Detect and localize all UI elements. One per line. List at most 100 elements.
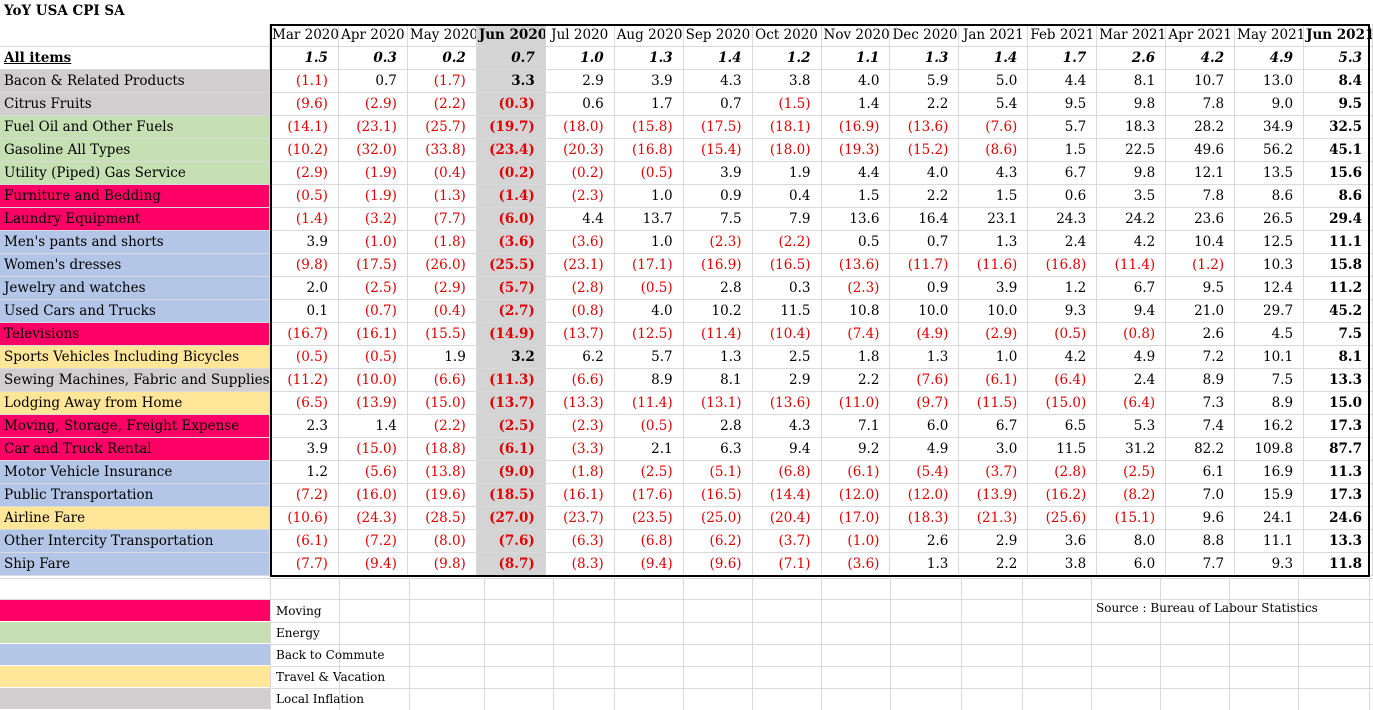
- value-cell: (10.0): [338, 369, 408, 392]
- value-cell: (2.3): [545, 415, 615, 438]
- value-cell: (18.5): [476, 484, 546, 507]
- value-cell: (16.0): [338, 484, 408, 507]
- value-cell: (6.4): [1097, 392, 1167, 415]
- value-cell: (0.5): [270, 346, 339, 369]
- grid-line: [0, 666, 1373, 667]
- value-cell: (18.0): [545, 116, 615, 139]
- value-cell: 9.2: [821, 438, 891, 461]
- grid-line: [1369, 578, 1370, 710]
- value-cell: 4.3: [959, 162, 1029, 185]
- all-items-value: 1.7: [1028, 47, 1098, 70]
- value-cell: (15.0): [1028, 392, 1098, 415]
- value-cell: 11.5: [752, 300, 822, 323]
- table-row: Men's pants and shorts 3.9 (1.0) (1.8) (3.6)…: [0, 231, 1373, 254]
- value-cell: 1.5: [1028, 139, 1098, 162]
- value-cell: 4.0: [614, 300, 684, 323]
- month-header-cell: Mar 2020: [270, 24, 339, 47]
- month-header-cell: Apr 2021: [1166, 24, 1236, 47]
- grid-line: [553, 578, 554, 710]
- value-cell: 4.4: [821, 162, 891, 185]
- value-cell: 2.2: [890, 185, 960, 208]
- all-items-value: 4.2: [1166, 47, 1236, 70]
- value-cell: (16.8): [614, 139, 684, 162]
- row-label: Bacon & Related Products: [0, 70, 270, 93]
- value-cell: (8.0): [407, 530, 477, 553]
- value-cell: (1.0): [338, 231, 408, 254]
- value-cell: 9.8: [1097, 162, 1167, 185]
- value-cell: (0.4): [407, 162, 477, 185]
- value-cell: (1.4): [476, 185, 546, 208]
- value-cell: 29.7: [1235, 300, 1305, 323]
- value-cell: (6.0): [476, 208, 546, 231]
- table-row: Used Cars and Trucks 0.1 (0.7) (0.4) (2.7) (0…: [0, 300, 1373, 323]
- value-cell: (11.3): [476, 369, 546, 392]
- value-cell: (17.5): [338, 254, 408, 277]
- value-cell: (3.7): [752, 530, 822, 553]
- value-cell: 28.2: [1166, 116, 1236, 139]
- grid-line: [821, 578, 822, 710]
- value-cell: 109.8: [1235, 438, 1305, 461]
- all-items-label: All items: [0, 47, 270, 70]
- value-cell: 1.5: [959, 185, 1029, 208]
- value-cell: 2.5: [752, 346, 822, 369]
- value-cell: 11.3: [1304, 461, 1373, 484]
- value-cell: 9.3: [1028, 300, 1098, 323]
- table-row: Gasoline All Types (10.2) (32.0) (33.8) (23.…: [0, 139, 1373, 162]
- all-items-value: 0.2: [407, 47, 477, 70]
- value-cell: (17.0): [821, 507, 891, 530]
- value-cell: 1.3: [959, 231, 1029, 254]
- value-cell: 1.9: [407, 346, 477, 369]
- month-header-cell: Oct 2020: [752, 24, 822, 47]
- value-cell: (0.4): [407, 300, 477, 323]
- value-cell: 7.0: [1166, 484, 1236, 507]
- value-cell: 13.7: [614, 208, 684, 231]
- value-cell: (12.5): [614, 323, 684, 346]
- value-cell: (2.5): [1097, 461, 1167, 484]
- table-row: Ship Fare (7.7) (9.4) (9.8) (8.7) (8.3) (9.4)(…: [0, 553, 1373, 576]
- month-header-cell: Jul 2020: [545, 24, 615, 47]
- value-cell: 3.8: [1028, 553, 1098, 576]
- value-cell: 4.9: [890, 438, 960, 461]
- value-cell: 15.6: [1304, 162, 1373, 185]
- legend-label: Energy: [276, 626, 320, 640]
- value-cell: (9.8): [270, 254, 339, 277]
- row-label: Public Transportation: [0, 484, 270, 507]
- grid-line: [961, 578, 962, 710]
- row-label: Car and Truck Rental: [0, 438, 270, 461]
- value-cell: (13.1): [683, 392, 753, 415]
- value-cell: 7.3: [1166, 392, 1236, 415]
- value-cell: (13.7): [476, 392, 546, 415]
- value-cell: (3.6): [545, 231, 615, 254]
- month-header-cell: Dec 2020: [890, 24, 960, 47]
- value-cell: 8.6: [1304, 185, 1373, 208]
- value-cell: 10.8: [821, 300, 891, 323]
- value-cell: (28.5): [407, 507, 477, 530]
- value-cell: (0.8): [545, 300, 615, 323]
- grid-line: [890, 578, 891, 710]
- value-cell: 11.2: [1304, 277, 1373, 300]
- value-cell: 1.4: [821, 93, 891, 116]
- value-cell: 8.0: [1097, 530, 1167, 553]
- value-cell: (0.5): [338, 346, 408, 369]
- row-label: Men's pants and shorts: [0, 231, 270, 254]
- legend-swatch: [0, 644, 270, 665]
- value-cell: (1.8): [407, 231, 477, 254]
- value-cell: (23.4): [476, 139, 546, 162]
- value-cell: (10.2): [270, 139, 339, 162]
- value-cell: (6.8): [752, 461, 822, 484]
- value-cell: 49.6: [1166, 139, 1236, 162]
- value-cell: 1.3: [683, 346, 753, 369]
- value-cell: (7.6): [959, 116, 1029, 139]
- value-cell: (19.3): [821, 139, 891, 162]
- value-cell: 13.3: [1304, 369, 1373, 392]
- value-cell: 5.9: [890, 70, 960, 93]
- month-header-cell: May 2020: [407, 24, 477, 47]
- value-cell: 2.9: [959, 530, 1029, 553]
- value-cell: (21.3): [959, 507, 1029, 530]
- value-cell: 6.0: [890, 415, 960, 438]
- value-cell: (16.8): [1028, 254, 1098, 277]
- value-cell: 10.7: [1166, 70, 1236, 93]
- value-cell: 4.0: [890, 162, 960, 185]
- value-cell: (7.6): [476, 530, 546, 553]
- value-cell: (1.2): [1166, 254, 1236, 277]
